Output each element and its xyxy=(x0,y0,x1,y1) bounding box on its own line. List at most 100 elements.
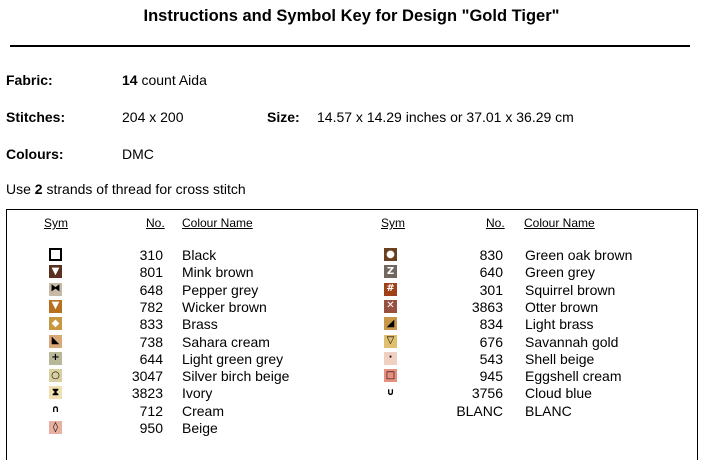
colour-name: BLANC xyxy=(525,402,572,419)
symbol-key-row: +644 Light green grey xyxy=(0,351,703,368)
colour-name: Cream xyxy=(182,402,225,419)
header-sym-right: Sym xyxy=(381,216,405,230)
symbol-key-row: ⧗ 3823 Ivory xyxy=(0,385,703,402)
dmc-number: 712 xyxy=(139,402,163,419)
colours-value: DMC xyxy=(122,146,154,162)
fabric-value: 14 count Aida xyxy=(122,72,207,88)
stitches-label: Stitches: xyxy=(6,109,66,125)
symbol-key-row: ● 830 Green oak brown xyxy=(0,247,703,264)
symbol-key-row: ⧓ 648 Pepper grey xyxy=(0,282,703,299)
dmc-number: 833 xyxy=(139,316,163,333)
dmc-number: 830 xyxy=(479,247,503,263)
colour-name: Shell beige xyxy=(525,350,595,367)
colour-name: Otter brown xyxy=(525,298,599,315)
symbol-key-row: ✕ 3863 Otter brown xyxy=(0,299,703,316)
dmc-number: 950 xyxy=(139,420,163,436)
colour-name: Cloud blue xyxy=(525,385,592,402)
diamond-icon: ◆ xyxy=(49,317,62,331)
triangle-down-icon: ▼ xyxy=(49,265,62,279)
dmc-number: 3823 xyxy=(131,385,163,402)
symbol-key-row: ▽ 676 Savannah gold xyxy=(0,334,703,351)
symbol-key-row: □ 945 Eggshell cream xyxy=(0,368,703,385)
fabric-label: Fabric: xyxy=(6,72,53,88)
dmc-number: 3863 xyxy=(471,298,503,315)
symbol-key-table xyxy=(6,209,698,460)
symbol-key-row: 310 Black xyxy=(0,247,703,264)
diamond-outline-icon: ◊ xyxy=(49,421,62,434)
header-name-right: Colour Name xyxy=(524,216,595,230)
colours-label: Colours: xyxy=(6,146,64,162)
triangle-down-icon: ▼ xyxy=(49,299,62,313)
header-no-left: No. xyxy=(146,216,165,230)
colour-name: Wicker brown xyxy=(182,298,267,315)
dmc-number: 648 xyxy=(139,281,163,298)
stitches-value: 204 x 200 xyxy=(122,109,184,125)
colour-name: Pepper grey xyxy=(182,281,259,298)
header-no-right: No. xyxy=(486,216,505,230)
colour-name: Silver birch beige xyxy=(182,368,290,385)
colour-name: Squirrel brown xyxy=(525,281,616,298)
colour-name: Green oak brown xyxy=(525,247,633,263)
dmc-number: 801 xyxy=(139,264,163,281)
corner-triangle-icon: ◣ xyxy=(49,334,62,348)
symbol-key-row: ∩ 712 Cream xyxy=(0,403,703,420)
cross-icon: ✕ xyxy=(384,299,397,313)
symbol-key-row: Z 640 Green grey xyxy=(0,264,703,281)
colour-name: Green grey xyxy=(525,264,596,281)
usage-suffix: strands of thread for cross stitch xyxy=(42,181,246,197)
fabric-type: count Aida xyxy=(137,72,207,88)
hourglass-icon: ⧗ xyxy=(49,386,62,400)
z-letter-icon: Z xyxy=(384,265,397,279)
dmc-number: BLANC xyxy=(456,402,503,419)
colour-name: Beige xyxy=(182,420,218,436)
dmc-number: 301 xyxy=(479,281,503,298)
symbol-key-row: ▼ 782 Wicker brown xyxy=(0,299,703,316)
colour-name: Sahara cream xyxy=(182,333,270,350)
cup-icon: ∪ xyxy=(384,386,397,400)
dmc-number: 738 xyxy=(139,333,163,350)
filled-circle-icon: ● xyxy=(384,248,397,261)
dmc-number: 782 xyxy=(139,298,163,315)
hash-icon: # xyxy=(384,282,397,296)
dmc-number: 310 xyxy=(139,247,163,263)
dmc-number: 834 xyxy=(479,316,503,333)
colour-name: Eggshell cream xyxy=(525,368,622,385)
symbol-key-row: #301 Squirrel brown xyxy=(0,282,703,299)
symbol-key-row: ◆ 833 Brass xyxy=(0,316,703,333)
size-value: 14.57 x 14.29 inches or 37.01 x 36.29 cm xyxy=(317,109,574,125)
dmc-number: 644 xyxy=(139,350,163,367)
plus-icon: + xyxy=(49,351,62,365)
colour-name: Mink brown xyxy=(182,264,254,281)
usage-strands: 2 xyxy=(34,181,43,197)
symbol-key-row: ○ 3047 Silver birch beige xyxy=(0,368,703,385)
arch-icon: ∩ xyxy=(49,403,62,417)
fabric-count: 14 xyxy=(122,72,138,88)
colour-name: Savannah gold xyxy=(525,333,619,350)
title-divider xyxy=(10,45,690,47)
dmc-number: 640 xyxy=(479,264,503,281)
thread-usage-note: Use 2 strands of thread for cross stitch xyxy=(6,181,246,197)
symbol-key-row: · 543 Shell beige xyxy=(0,351,703,368)
dmc-number: 543 xyxy=(479,350,503,367)
header-name-left: Colour Name xyxy=(182,216,253,230)
usage-prefix: Use xyxy=(6,181,35,197)
colour-name: Black xyxy=(182,247,217,263)
symbol-key-row: ∪ 3756 Cloud blue xyxy=(0,385,703,402)
symbol-key-row: BLANC BLANC xyxy=(0,403,703,420)
dmc-number: 3756 xyxy=(471,385,503,402)
triangle-outline-icon: ▽ xyxy=(384,334,397,348)
dot-icon: · xyxy=(384,351,397,365)
colour-name: Light brass xyxy=(525,316,594,333)
size-label: Size: xyxy=(267,109,300,125)
header-sym-left: Sym xyxy=(44,216,68,230)
colour-name: Light green grey xyxy=(182,350,284,367)
symbol-key-row: ◢ 834 Light brass xyxy=(0,316,703,333)
colour-name: Ivory xyxy=(182,385,213,402)
symbol-key-row: ◣ 738 Sahara cream xyxy=(0,334,703,351)
colour-name: Brass xyxy=(182,316,218,333)
bowtie-icon: ⧓ xyxy=(49,282,62,296)
dmc-number: 676 xyxy=(479,333,503,350)
hollow-square-icon xyxy=(49,248,62,261)
circle-icon: ○ xyxy=(49,369,62,383)
blank-icon xyxy=(384,403,397,417)
